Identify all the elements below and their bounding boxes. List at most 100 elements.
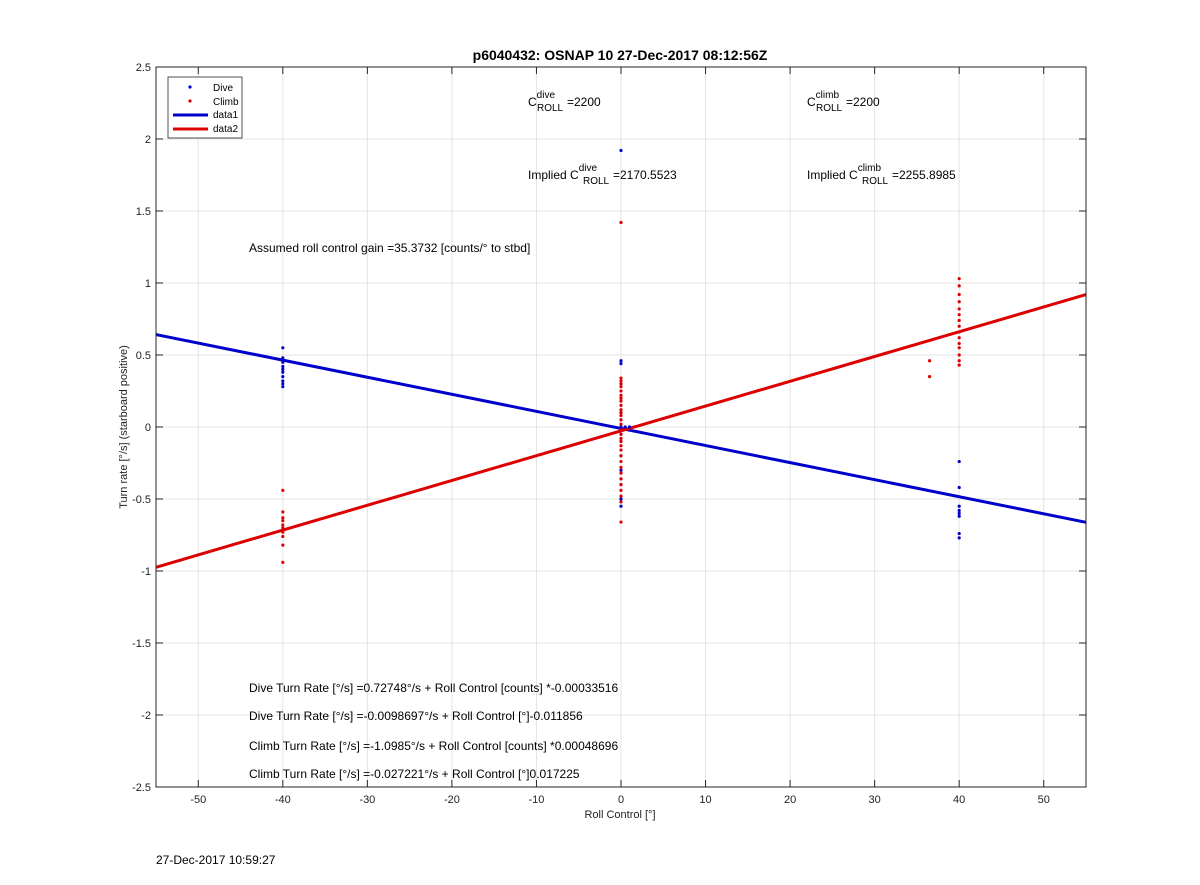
data-point-dive: [619, 468, 623, 472]
annotation-implied-c-roll-climb: Implied Cclimb ROLL =2255.8985: [807, 163, 956, 187]
annotation-c-roll-climb-sup: climb: [816, 90, 840, 101]
data-point-dive: [623, 425, 627, 429]
legend-label-climb: Climb: [213, 97, 239, 108]
y-tick-label: 2.5: [136, 62, 151, 74]
data-point-climb: [957, 346, 961, 350]
x-axis-label: Roll Control [°]: [584, 809, 655, 821]
data-point-dive: [281, 364, 285, 369]
data-point-climb: [619, 379, 623, 383]
data-point-climb: [619, 428, 623, 432]
annotation-equation-dive-degrees: Dive Turn Rate [°/s] =-0.0098697°/s + Ro…: [249, 709, 583, 723]
data-point-dive: [957, 536, 961, 540]
data-point-climb: [619, 385, 623, 389]
y-tick-labels: 2.5 2 1.5 1 0.5 0 -0.5 -1 -1.5 -2 -2.5: [132, 62, 151, 794]
annotation-implied-climb-prefix: Implied C: [807, 168, 858, 182]
annotation-c-roll-dive-sup: dive: [537, 90, 556, 101]
annotation-implied-climb-value: =2255.8985: [892, 168, 956, 182]
annotation-equation-dive-counts: Dive Turn Rate [°/s] =0.72748°/s + Roll …: [249, 681, 618, 695]
data-point-climb: [619, 520, 623, 524]
data-point-dive: [957, 508, 961, 513]
data-point-dive: [957, 459, 961, 464]
data-point-climb: [619, 483, 623, 487]
legend-label-dive: Dive: [213, 83, 233, 94]
y-tick-label: 0: [145, 422, 151, 434]
x-tick-label: 50: [1038, 794, 1050, 806]
data-point-climb: [619, 488, 623, 492]
data-point-climb: [957, 353, 961, 357]
data-point-climb: [619, 408, 623, 412]
y-tick-label: 2: [145, 134, 151, 146]
data-point-climb: [957, 324, 961, 328]
data-point-dive: [619, 148, 623, 153]
data-point-climb: [957, 277, 961, 281]
data-point-climb: [619, 494, 623, 498]
data-point-climb: [281, 516, 285, 520]
annotation-roll-control-gain: Assumed roll control gain =35.3732 [coun…: [249, 241, 530, 255]
data-point-climb: [619, 454, 623, 458]
data-point-climb: [619, 376, 623, 380]
chart-title: p6040432: OSNAP 10 27-Dec-2017 08:12:56Z: [473, 47, 768, 63]
data-point-dive: [619, 359, 623, 363]
annotation-implied-dive-sub: ROLL: [583, 176, 610, 187]
y-tick-label: -2: [141, 710, 151, 722]
annotation-c-roll-climb-prefix: C: [807, 95, 816, 109]
data-point-dive: [957, 485, 961, 490]
data-point-climb: [619, 459, 623, 464]
annotation-equation-climb-degrees: Climb Turn Rate [°/s] =-0.027221°/s + Ro…: [249, 767, 580, 781]
data-point-dive: [281, 346, 285, 350]
data-point-climb: [281, 530, 285, 534]
data-point-dive: [957, 531, 961, 536]
data-point-climb: [619, 439, 623, 443]
data-point-climb: [281, 560, 285, 564]
data-point-dive: [957, 511, 961, 515]
data-point-climb: [619, 500, 623, 504]
footer-timestamp: 27-Dec-2017 10:59:27: [156, 853, 276, 867]
data-point-climb: [619, 393, 623, 397]
data-point-dive: [281, 375, 285, 379]
x-tick-label: 40: [953, 794, 965, 806]
data-point-climb: [619, 418, 623, 422]
data-point-climb: [927, 375, 932, 379]
data-point-dive: [619, 425, 623, 429]
annotation-c-roll-climb-value: =2200: [846, 95, 880, 109]
data-point-climb: [619, 413, 623, 418]
x-tick-label: 0: [618, 794, 624, 806]
data-point-climb: [619, 382, 623, 386]
y-tick-label: -1.5: [132, 638, 151, 650]
legend: Dive Climb data1 data2: [167, 76, 243, 139]
y-axis-label: Turn rate [°/s] (starboard positive): [118, 345, 130, 509]
data-point-climb: [927, 359, 932, 363]
annotation-c-roll-climb-sub: ROLL: [816, 103, 843, 114]
annotation-c-roll-climb: Cclimb ROLL =2200: [807, 90, 880, 114]
x-tick-label: -30: [359, 794, 375, 806]
data-point-climb: [957, 300, 961, 304]
data-point-climb: [957, 307, 961, 311]
data-point-climb: [619, 444, 623, 448]
data-point-dive: [957, 514, 961, 518]
x-tick-label: -10: [529, 794, 545, 806]
data-point-dive: [281, 360, 285, 364]
legend-marker-climb: [188, 99, 192, 103]
x-tick-label: 10: [699, 794, 711, 806]
annotation-c-roll-dive-prefix: C: [528, 95, 537, 109]
data-point-climb: [619, 389, 623, 393]
data-point-dive: [281, 385, 285, 389]
series-layer: [155, 148, 1087, 569]
annotation-implied-climb-sup: climb: [858, 163, 882, 174]
x-tick-labels: -50 -40 -30 -20 -10 0 10 20 30 40 50: [190, 794, 1050, 806]
y-tick-label: 1: [145, 278, 151, 290]
data-point-dive: [281, 367, 285, 371]
data-point-climb: [619, 411, 623, 415]
data-point-climb: [957, 284, 961, 288]
data-point-climb: [619, 465, 623, 469]
data-point-climb: [957, 336, 961, 340]
annotation-equation-climb-counts: Climb Turn Rate [°/s] =-1.0985°/s + Roll…: [249, 739, 618, 753]
legend-marker-dive: [188, 85, 192, 89]
y-tick-label: 1.5: [136, 206, 151, 218]
data-point-dive: [281, 382, 285, 386]
annotation-implied-dive-value: =2170.5523: [613, 168, 677, 182]
legend-label-data2: data2: [213, 124, 238, 135]
data-point-climb: [957, 359, 961, 363]
x-tick-label: 30: [869, 794, 881, 806]
